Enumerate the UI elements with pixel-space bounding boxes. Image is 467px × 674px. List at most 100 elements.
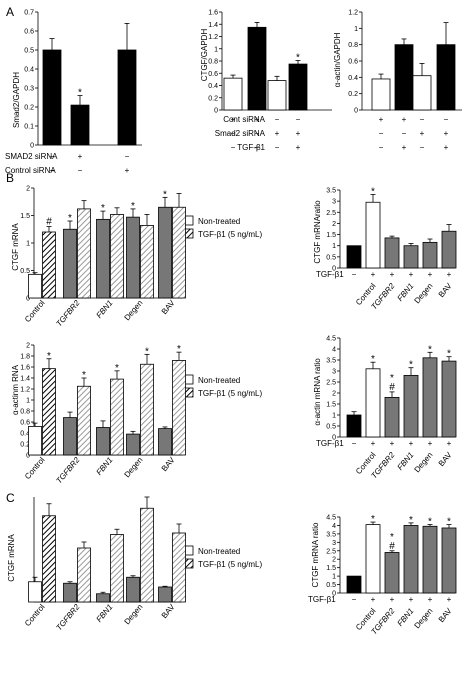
a-actin-ylabel: α-actin/GAPDH bbox=[333, 32, 342, 87]
b-ctgf-tick-label: 0.5 bbox=[20, 268, 30, 275]
a-smad2-condition-mark: + bbox=[78, 152, 83, 161]
c-ctgf-ratio-bar bbox=[346, 575, 362, 594]
b-actin-ratio-significance-mark: * bbox=[409, 360, 413, 371]
b-actin-tick-label: 0.2 bbox=[20, 442, 30, 449]
b-ctgf-significance-mark: * bbox=[68, 213, 72, 224]
b-ctgf-bar bbox=[110, 213, 124, 299]
b-actin-significance-mark: * bbox=[145, 346, 149, 357]
b-actin-ratio-tick-label: 4.5 bbox=[326, 336, 336, 343]
b-actin-bar bbox=[96, 427, 110, 456]
a-ctgf-bar bbox=[288, 63, 308, 111]
c-ctgf-category-label: Degen bbox=[122, 603, 144, 627]
b-ctgf-tick-label: 2 bbox=[26, 186, 30, 193]
c-ctgf-ratio-tick-label: 4 bbox=[332, 523, 336, 530]
a-smad2-significance-mark: * bbox=[78, 88, 82, 99]
b-actin-ratio-significance-mark: * bbox=[428, 344, 432, 355]
a-smad2-condition-mark: − bbox=[50, 166, 55, 175]
a-actin-condition-mark: − bbox=[444, 115, 449, 124]
a-actin-condition-mark: − bbox=[420, 115, 425, 124]
c-ctgf-ratio-condition-mark: + bbox=[371, 595, 376, 604]
a-ctgf-condition-mark: − bbox=[296, 115, 301, 124]
a-smad2-condition-mark: − bbox=[50, 152, 55, 161]
b-ctgf-ratio-tick-label: 3.5 bbox=[326, 188, 336, 195]
c-ctgf-ratio-tick-label: 2 bbox=[332, 557, 336, 564]
b-actin-tick-label: 1.6 bbox=[20, 365, 30, 372]
c-ctgf-bar bbox=[77, 547, 91, 603]
a-actin-condition-mark: + bbox=[444, 129, 449, 138]
b-ctgf-significance-mark: * bbox=[101, 203, 105, 214]
b-actin-bar bbox=[63, 417, 77, 456]
c-ctgf-category-label: Control bbox=[23, 602, 47, 628]
b-actin-ratio-tick-label: 1.5 bbox=[326, 402, 336, 409]
b-ctgf-category-label: BAV bbox=[160, 298, 177, 316]
b-ctgf-ratio-bar bbox=[346, 245, 362, 269]
b-ctgf-tick-label: 1 bbox=[26, 241, 30, 248]
a-ctgf-tick-label: 1 bbox=[214, 46, 218, 53]
a-ctgf-condition-mark: − bbox=[275, 143, 280, 152]
b-actin-ratio-ylabel: α-actin mRNA ratio bbox=[313, 358, 322, 426]
b-actin-significance-mark: * bbox=[82, 370, 86, 381]
b-actin-tick-label: 1.2 bbox=[20, 387, 30, 394]
a-ctgf-tick-label: 1.2 bbox=[208, 34, 218, 41]
c-ctgf-ratio-significance-hash: # bbox=[389, 541, 395, 552]
a-actin-condition-mark: + bbox=[379, 115, 384, 124]
b-actin-ratio-bar bbox=[403, 374, 419, 438]
b-actin-ratio-tick-label: 0 bbox=[332, 435, 336, 442]
a-ctgf-tick-label: 1.6 bbox=[208, 10, 218, 17]
b-ctgf-ratio-condition-mark: + bbox=[447, 270, 452, 279]
c-ctgf-ratio-tick-label: 4.5 bbox=[326, 515, 336, 522]
a-ctgf-bar bbox=[267, 80, 287, 111]
c-ctgf-category-label: TGFBR2 bbox=[54, 602, 82, 632]
a-actin-condition-mark: − bbox=[379, 143, 384, 152]
b-actin-ratio-significance-hash: # bbox=[389, 382, 395, 393]
a-smad2-tick-label: 0.5 bbox=[24, 48, 34, 55]
c-ctgf-ratio-tick-label: 2.5 bbox=[326, 548, 336, 555]
b-ctgf-ratio-bar bbox=[441, 230, 457, 269]
b-ctgf-ratio-tick-label: 2.5 bbox=[326, 210, 336, 217]
b-actin-category-label: BAV bbox=[160, 455, 177, 473]
b-actin-ratio-bar bbox=[422, 357, 438, 438]
c-ctgf-ratio-tick-label: 0.5 bbox=[326, 582, 336, 589]
b-ctgf-ratio-significance-mark: * bbox=[371, 186, 375, 197]
a-smad2-tick-label: 0.3 bbox=[24, 86, 34, 93]
c-ctgf-ratio-bar bbox=[422, 525, 438, 594]
a-ctgf-condition-mark: − bbox=[275, 115, 280, 124]
b-ctgf-ratio-tick-label: 3 bbox=[332, 199, 336, 206]
c-ctgf-ratio-bar bbox=[384, 552, 400, 594]
b-actin-ratio-tick-label: 2.5 bbox=[326, 380, 336, 387]
a-smad2-tick-label: 0 bbox=[30, 143, 34, 150]
c-ctgf-ratio-significance-star: * bbox=[390, 532, 394, 543]
a-smad2-bar bbox=[70, 104, 90, 146]
b-actin-ratio-condition-mark: + bbox=[409, 439, 414, 448]
b-actin-ratio-tick-label: 4 bbox=[332, 347, 336, 354]
c-ctgf-bar bbox=[140, 507, 154, 603]
b-ctgf-ylabel: CTGF mRNA bbox=[11, 223, 20, 271]
b-actin-ratio-condition-mark: + bbox=[428, 439, 433, 448]
a-actin-tick-label: 1.2 bbox=[348, 10, 358, 17]
b-actin-ratio-significance-mark: * bbox=[371, 354, 375, 365]
a-actin-bar bbox=[394, 44, 414, 111]
b-actin-bar bbox=[126, 433, 140, 456]
b-actin-ylabel: α-actinm RNA bbox=[11, 364, 20, 415]
b-ctgf-bar bbox=[63, 228, 77, 299]
c-ctgf-ratio-category-label: BAV bbox=[437, 606, 454, 624]
b-ctgf-ratio-condition-mark: + bbox=[390, 270, 395, 279]
a-actin-condition-mark: + bbox=[420, 129, 425, 138]
a-actin-condition-mark: − bbox=[402, 129, 407, 138]
b-ctgf-category-label: TGFBR2 bbox=[54, 298, 82, 328]
c-ctgf-ratio-condition-mark: + bbox=[409, 595, 414, 604]
c-ctgf-bar bbox=[172, 532, 186, 603]
c-ctgf-bar bbox=[28, 581, 42, 603]
c-ctgf-ylabel: CTGF mRNA bbox=[7, 534, 16, 582]
b-ctgf-bar bbox=[140, 224, 154, 299]
a-ctgf-tick-label: 0.4 bbox=[208, 83, 218, 90]
c-ctgf-ratio-tgf-label: TGF-β1 bbox=[308, 595, 336, 604]
a-actin-bar bbox=[436, 44, 456, 111]
b-ctgf-ratio-condition-mark: + bbox=[371, 270, 376, 279]
legend-c: Non-treated TGF-β1 (5 ng/mL) bbox=[182, 545, 263, 569]
b-actin-ratio-condition-mark: + bbox=[447, 439, 452, 448]
b-actin-bar bbox=[28, 425, 42, 456]
c-ctgf-ratio-condition-mark: + bbox=[447, 595, 452, 604]
b-actin-significance-mark: * bbox=[177, 344, 181, 355]
a-ctgf-condition-mark: − bbox=[231, 129, 236, 138]
